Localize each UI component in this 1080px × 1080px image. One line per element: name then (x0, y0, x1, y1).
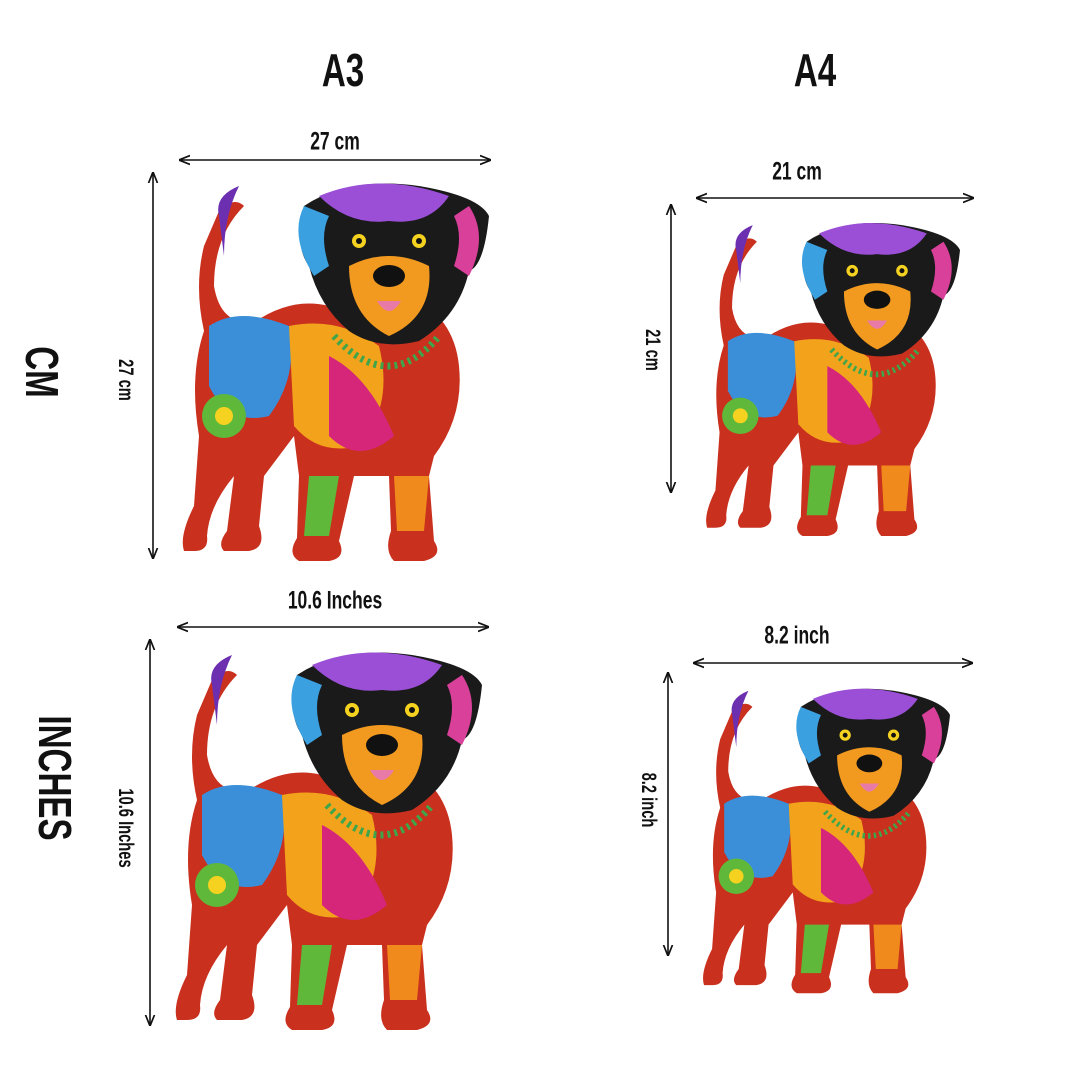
width-label-a4-inches: 8.2 inch (764, 621, 830, 650)
height-label-a4-cm: 21 cm (641, 329, 664, 371)
height-label-a3-inches: 10.6 Inches (114, 788, 137, 868)
width-label-a3-inches: 10.6 Inches (287, 586, 383, 615)
height-label-a3-cm: 27 cm (114, 359, 137, 401)
dog-illustration-a4-inches (700, 675, 950, 1005)
column-heading-a4: A4 (793, 44, 837, 96)
dog-illustration-a3-cm (178, 176, 490, 566)
width-label-a4-cm: 21 cm (772, 157, 822, 186)
dog-illustration-a3-inches (172, 644, 482, 1036)
width-label-a3-cm: 27 cm (310, 127, 360, 156)
height-label-a4-inches: 8.2 inch (637, 772, 660, 828)
column-heading-a3: A3 (321, 44, 365, 96)
dog-illustration-a4-cm (703, 212, 960, 545)
